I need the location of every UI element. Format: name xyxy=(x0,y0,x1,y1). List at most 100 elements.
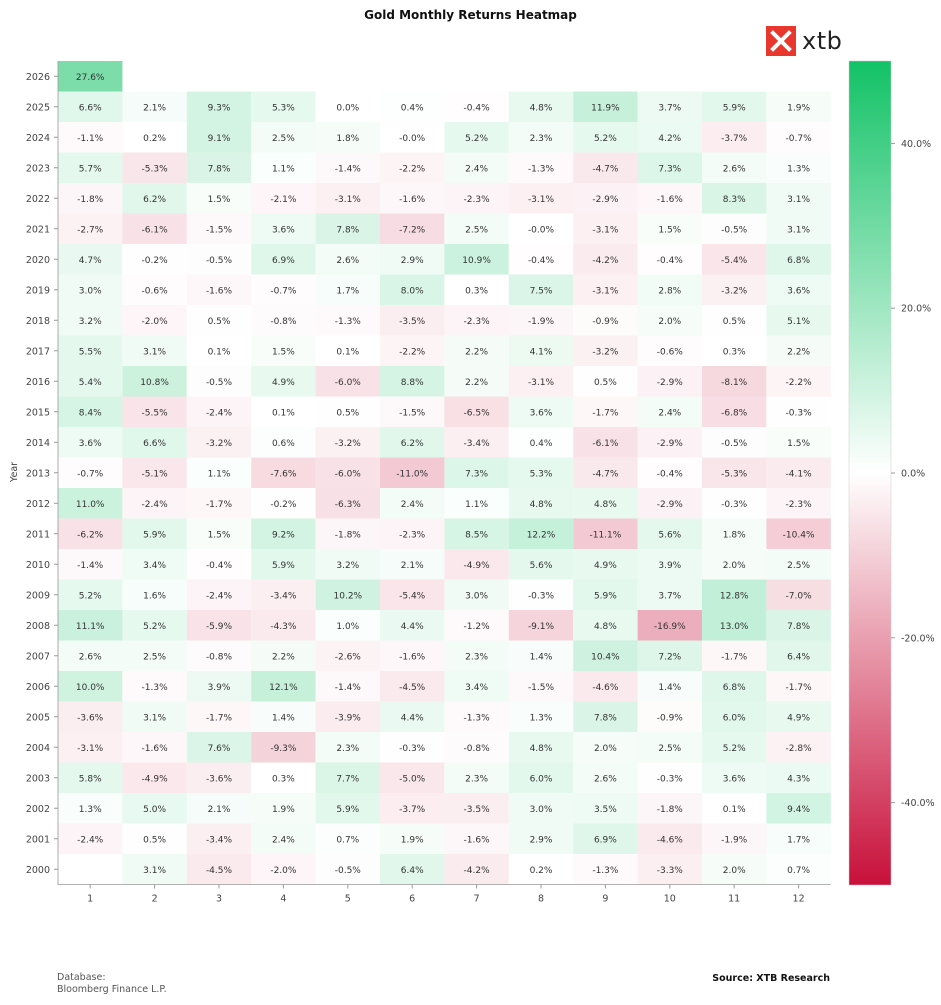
y-tick-label: 2026 xyxy=(26,72,50,83)
cell-value-label: 7.6% xyxy=(208,744,231,754)
heatmap-cell xyxy=(573,671,638,702)
cell-value-label: -2.7% xyxy=(77,225,104,235)
heatmap-cell xyxy=(58,122,123,153)
heatmap-cell xyxy=(380,183,445,214)
heatmap-cell xyxy=(444,213,509,244)
heatmap-cell xyxy=(573,122,638,153)
cell-value-label: 0.7% xyxy=(336,835,359,845)
heatmap-cell xyxy=(444,518,509,549)
heatmap-cell xyxy=(766,701,831,732)
heatmap-cell xyxy=(508,427,574,458)
heatmap-cell xyxy=(315,427,380,458)
cell-value-label: -1.1% xyxy=(77,134,104,144)
heatmap-cell xyxy=(122,518,187,549)
heatmap-cell xyxy=(573,823,638,854)
heatmap-cell xyxy=(251,579,316,610)
heatmap-cell xyxy=(122,549,187,580)
cell-value-label: 5.2% xyxy=(723,744,746,754)
cell-value-label: 5.3% xyxy=(272,103,295,113)
heatmap-cell xyxy=(637,152,702,183)
heatmap-cell xyxy=(637,457,702,488)
heatmap-cell xyxy=(186,122,252,153)
cell-value-label: 3.7% xyxy=(658,591,681,601)
cell-value-label: -1.7% xyxy=(206,500,233,510)
heatmap-cell xyxy=(122,610,187,641)
heatmap-cell xyxy=(380,244,445,275)
heatmap-cell xyxy=(508,579,574,610)
heatmap-cell xyxy=(702,305,767,336)
heatmap-cell xyxy=(186,244,252,275)
heatmap-cell xyxy=(766,488,831,519)
heatmap-cell xyxy=(637,427,702,458)
cell-value-label: -3.6% xyxy=(206,774,233,784)
heatmap-cell xyxy=(573,396,638,427)
heatmap-cell xyxy=(58,518,123,549)
cell-value-label: -3.4% xyxy=(270,591,297,601)
heatmap-cell xyxy=(122,762,187,793)
heatmap-cell xyxy=(315,518,380,549)
cell-value-label: 0.3% xyxy=(272,774,295,784)
heatmap-cell xyxy=(508,671,574,702)
heatmap-cell xyxy=(58,305,123,336)
cell-value-label: -1.5% xyxy=(206,225,233,235)
heatmap-cell xyxy=(508,152,574,183)
cell-value-label: -2.3% xyxy=(464,195,491,205)
cell-value-label: -3.4% xyxy=(206,835,233,845)
x-tick-label: 1 xyxy=(87,894,93,905)
cell-value-label: 0.1% xyxy=(723,805,746,815)
cell-value-label: 3.0% xyxy=(465,591,488,601)
heatmap-cell xyxy=(766,732,831,763)
cell-value-label: 0.5% xyxy=(143,835,166,845)
x-tick-label: 12 xyxy=(793,894,805,905)
heatmap-cell xyxy=(251,274,316,305)
heatmap-cell xyxy=(186,488,252,519)
y-tick-label: 2013 xyxy=(26,468,50,479)
cell-value-label: 5.9% xyxy=(723,103,746,113)
heatmap-cell xyxy=(702,579,767,610)
heatmap-cell xyxy=(637,823,702,854)
cell-value-label: 1.5% xyxy=(272,347,295,357)
chart-title: Gold Monthly Returns Heatmap xyxy=(364,8,577,22)
heatmap-cell xyxy=(251,793,316,824)
heatmap-cell xyxy=(766,274,831,305)
heatmap-cell xyxy=(508,793,574,824)
cell-value-label: -1.7% xyxy=(206,713,233,723)
footer-database: Database: Bloomberg Finance L.P. xyxy=(57,972,167,996)
heatmap-cell xyxy=(702,427,767,458)
heatmap-cell xyxy=(444,762,509,793)
cell-value-label: -0.0% xyxy=(528,225,555,235)
heatmap-cell xyxy=(122,640,187,671)
cell-value-label: -5.1% xyxy=(142,469,169,479)
cell-value-label: -1.6% xyxy=(399,195,426,205)
heatmap-cell xyxy=(508,396,574,427)
cell-value-label: -0.3% xyxy=(721,500,748,510)
cell-value-label: 0.3% xyxy=(465,286,488,296)
cell-value-label: 2.5% xyxy=(465,225,488,235)
heatmap-cell xyxy=(766,213,831,244)
heatmap-cell xyxy=(122,335,187,366)
cell-value-label: -2.8% xyxy=(786,744,813,754)
heatmap-cell xyxy=(380,518,445,549)
heatmap-cell xyxy=(508,244,574,275)
cell-value-label: -6.3% xyxy=(335,500,362,510)
cell-value-label: -4.9% xyxy=(142,774,169,784)
cell-value-label: 2.6% xyxy=(594,774,617,784)
cell-value-label: -3.3% xyxy=(657,866,684,876)
x-tick-label: 2 xyxy=(152,894,158,905)
heatmap-cell xyxy=(186,610,252,641)
cell-value-label: 6.6% xyxy=(143,439,166,449)
cell-value-label: 0.4% xyxy=(401,103,424,113)
heatmap-cell xyxy=(637,91,702,122)
cell-value-label: 6.9% xyxy=(272,256,295,266)
cell-value-label: 7.8% xyxy=(787,622,810,632)
heatmap-cell xyxy=(251,396,316,427)
heatmap-cell xyxy=(573,640,638,671)
heatmap-cell xyxy=(380,213,445,244)
cell-value-label: 2.5% xyxy=(272,134,295,144)
cell-value-label: 3.1% xyxy=(143,347,166,357)
heatmap-cell xyxy=(573,549,638,580)
heatmap-cell xyxy=(251,183,316,214)
cell-value-label: 6.0% xyxy=(530,774,553,784)
cell-value-label: -7.2% xyxy=(399,225,426,235)
cell-value-label: 5.5% xyxy=(79,347,102,357)
